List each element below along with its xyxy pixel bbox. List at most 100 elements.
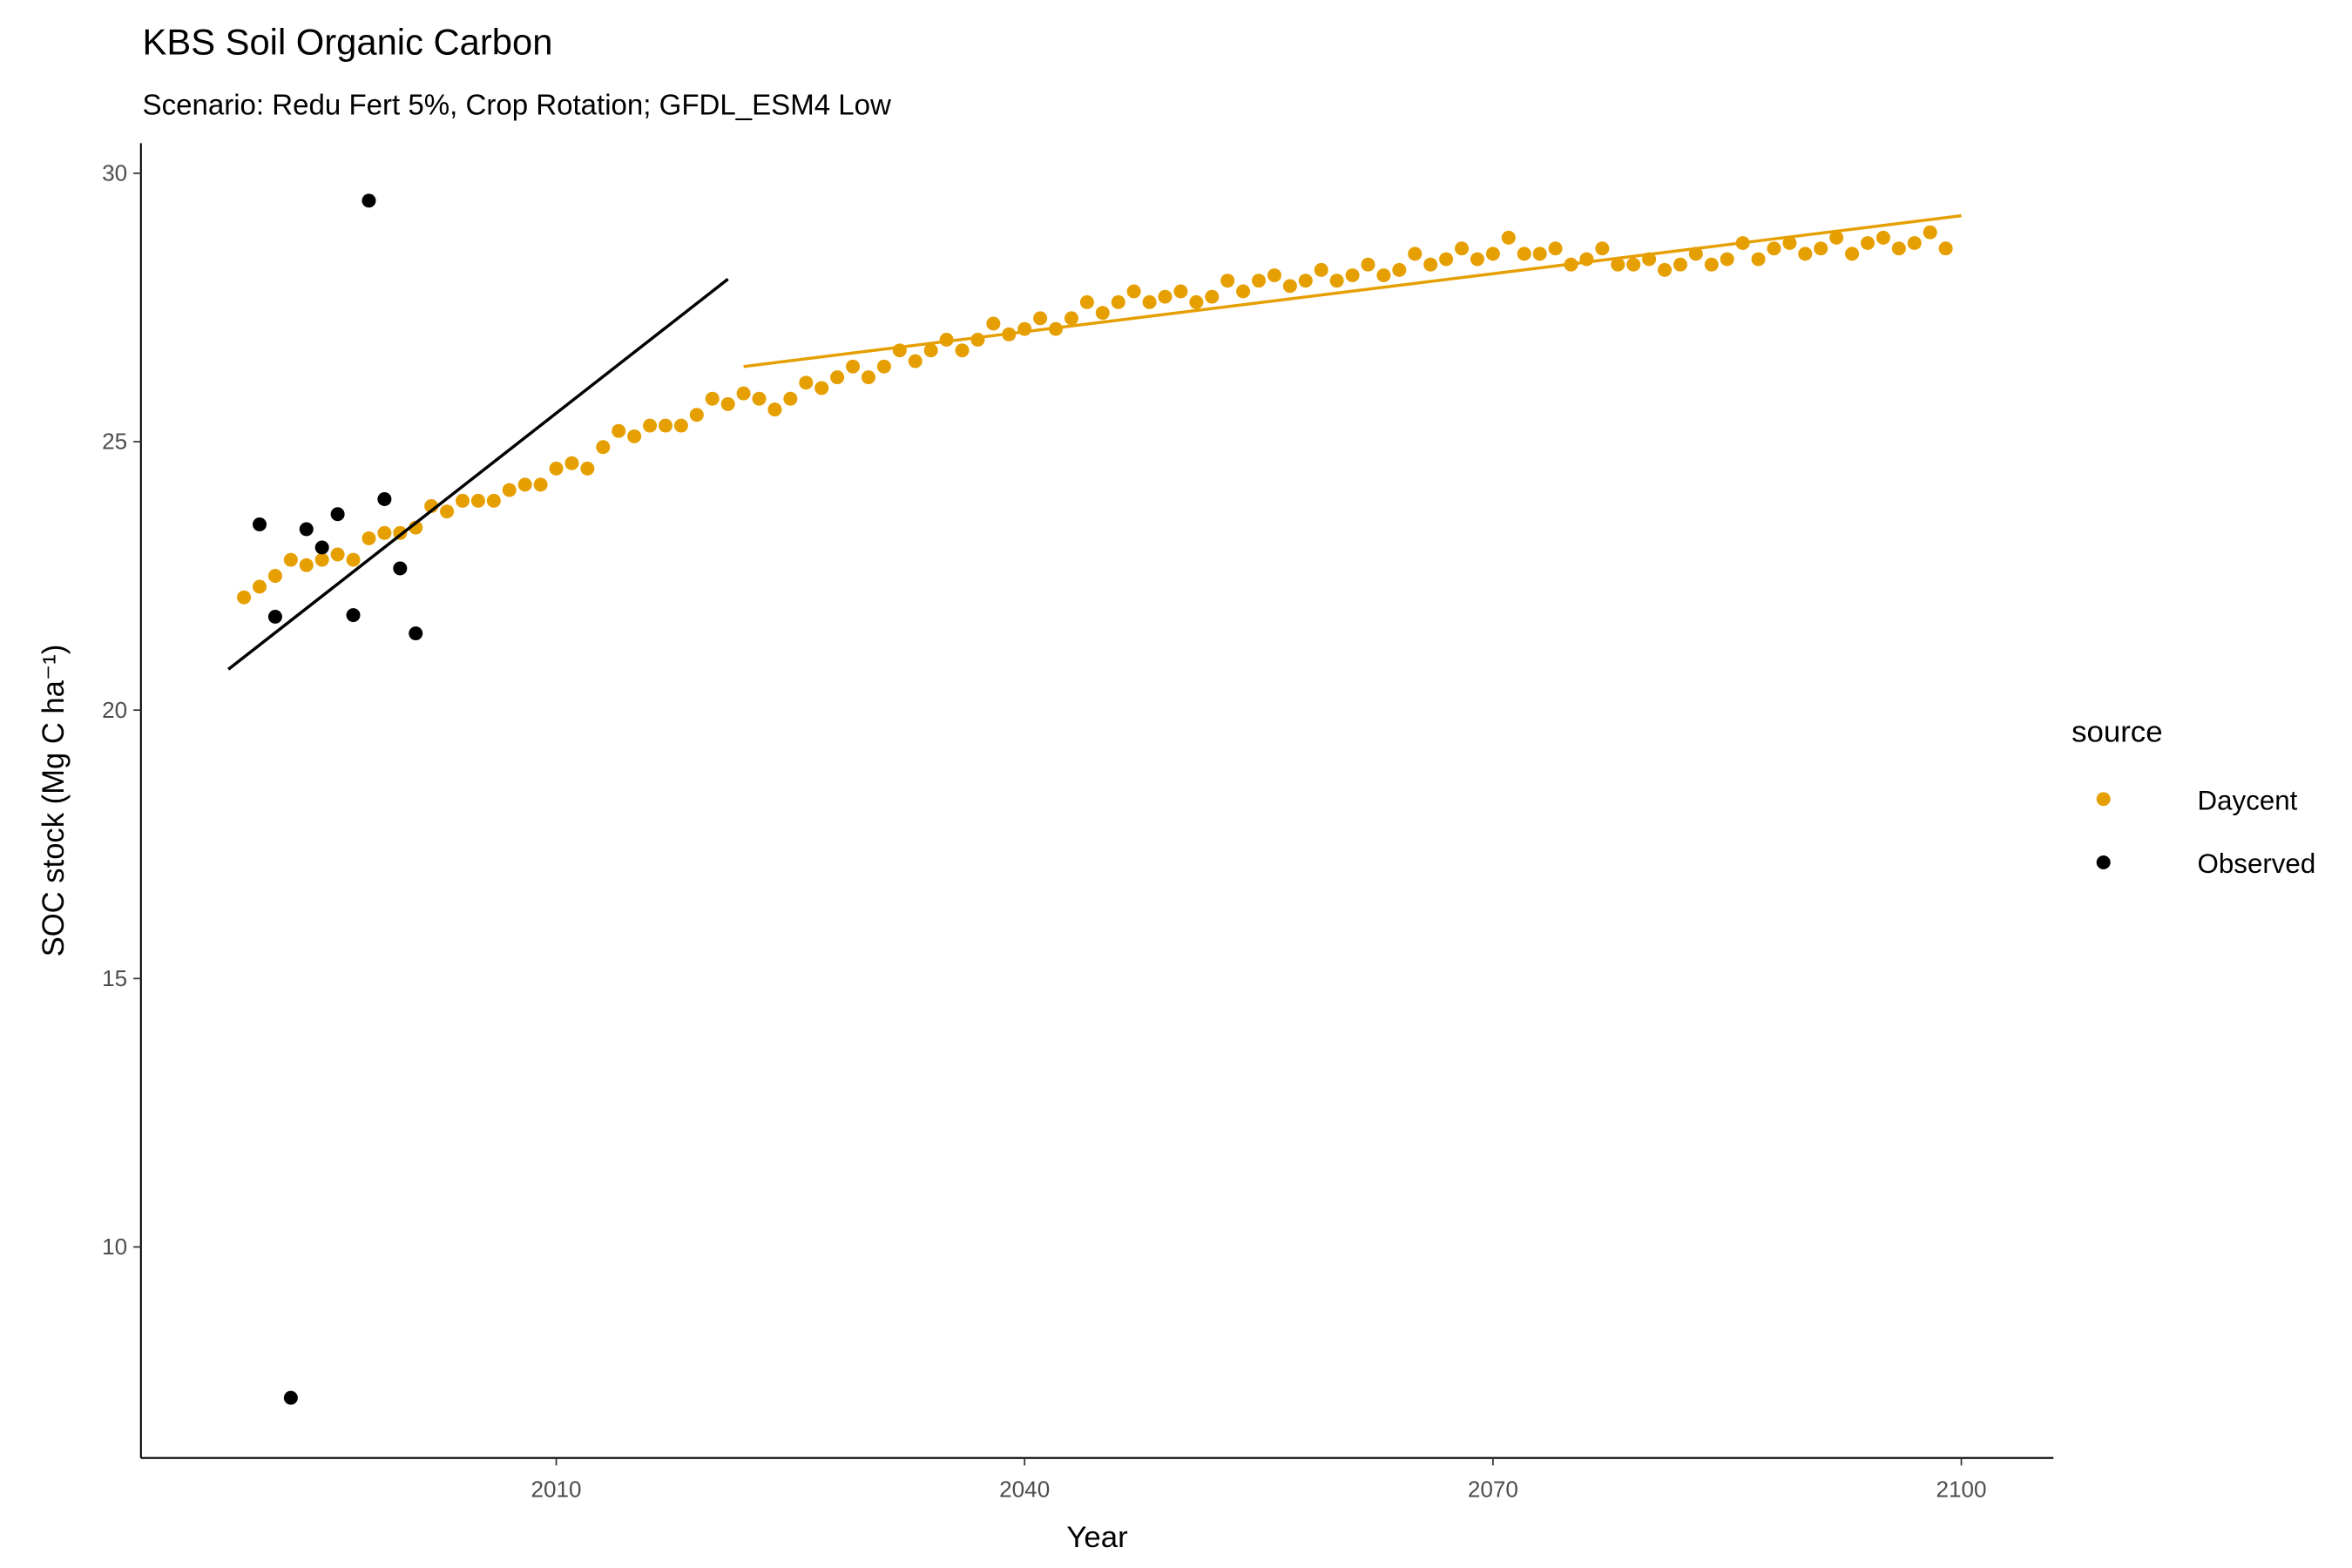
- point: [1861, 236, 1876, 251]
- point: [1205, 289, 1220, 304]
- point: [814, 381, 829, 395]
- point: [720, 396, 735, 411]
- point: [1891, 241, 1906, 256]
- point: [752, 391, 767, 406]
- point: [470, 493, 485, 508]
- point: [330, 547, 345, 562]
- point: [1798, 247, 1813, 261]
- point: [1548, 241, 1563, 256]
- point: [643, 418, 658, 433]
- point: [1517, 247, 1531, 261]
- y-tick-label: 25: [102, 429, 127, 455]
- point: [299, 558, 314, 572]
- point: [1392, 262, 1407, 277]
- point: [1361, 257, 1375, 272]
- point: [689, 408, 704, 422]
- point: [1611, 257, 1625, 272]
- y-axis-title: SOC stock (Mg C ha⁻¹): [37, 645, 71, 957]
- point: [736, 386, 751, 401]
- point: [1111, 294, 1125, 309]
- point: [252, 579, 267, 594]
- point: [455, 493, 470, 508]
- y-tick-label: 15: [102, 965, 127, 991]
- point: [564, 456, 579, 470]
- point: [1142, 294, 1157, 309]
- point: [1455, 241, 1470, 256]
- x-tick-label: 2070: [1468, 1477, 1518, 1503]
- point: [283, 552, 298, 567]
- chart-title: KBS Soil Organic Carbon: [143, 21, 553, 62]
- point: [502, 483, 517, 497]
- point: [1439, 252, 1454, 267]
- y-tick-label: 30: [102, 160, 127, 186]
- point: [440, 504, 455, 519]
- point: [1673, 257, 1687, 272]
- point: [1501, 230, 1516, 245]
- point: [1470, 252, 1484, 267]
- point: [1314, 262, 1328, 277]
- point: [705, 391, 720, 406]
- legend-label: Daycent: [2198, 785, 2298, 815]
- trend-line: [743, 213, 1962, 368]
- legend-title: source: [2072, 716, 2162, 749]
- point: [1079, 294, 1094, 309]
- point: [627, 429, 642, 443]
- point: [1345, 268, 1360, 282]
- point: [1907, 236, 1922, 251]
- point: [252, 517, 267, 531]
- point: [830, 370, 845, 385]
- point: [409, 626, 423, 641]
- point: [1485, 247, 1500, 261]
- x-tick-label: 2100: [1936, 1477, 1987, 1503]
- point: [876, 359, 891, 374]
- point: [846, 359, 861, 374]
- point: [1595, 241, 1610, 256]
- point: [1095, 306, 1110, 321]
- point: [658, 418, 672, 433]
- point: [393, 561, 408, 576]
- point: [580, 461, 595, 476]
- point: [533, 477, 548, 492]
- point: [1236, 284, 1251, 299]
- point: [283, 1390, 298, 1405]
- point: [1845, 247, 1860, 261]
- point: [1033, 311, 1048, 326]
- point: [237, 590, 252, 605]
- point: [923, 343, 938, 358]
- point: [1252, 274, 1267, 288]
- point: [799, 375, 814, 390]
- legend-key: [2096, 855, 2111, 869]
- point: [346, 608, 361, 623]
- point: [1876, 230, 1890, 245]
- point: [1298, 274, 1313, 288]
- point: [267, 569, 282, 584]
- point: [1923, 225, 1937, 240]
- point: [1814, 241, 1828, 256]
- point: [612, 423, 626, 438]
- point: [1189, 294, 1204, 309]
- point: [955, 343, 970, 358]
- point: [314, 540, 329, 555]
- point: [1829, 230, 1844, 245]
- point: [1173, 284, 1188, 299]
- point: [1064, 311, 1078, 326]
- point: [1767, 241, 1781, 256]
- point: [330, 507, 345, 522]
- point: [1658, 262, 1673, 277]
- point: [1220, 274, 1235, 288]
- point: [1282, 279, 1297, 294]
- point: [1532, 247, 1547, 261]
- point: [1408, 247, 1423, 261]
- point: [1267, 268, 1281, 282]
- trend-line: [227, 277, 729, 671]
- point: [1423, 257, 1438, 272]
- point: [1158, 289, 1173, 304]
- point: [314, 552, 329, 567]
- point: [486, 493, 501, 508]
- point: [362, 193, 376, 208]
- point: [1329, 274, 1344, 288]
- point: [517, 477, 532, 492]
- point: [986, 316, 1001, 331]
- point: [1720, 252, 1734, 267]
- point: [1626, 257, 1641, 272]
